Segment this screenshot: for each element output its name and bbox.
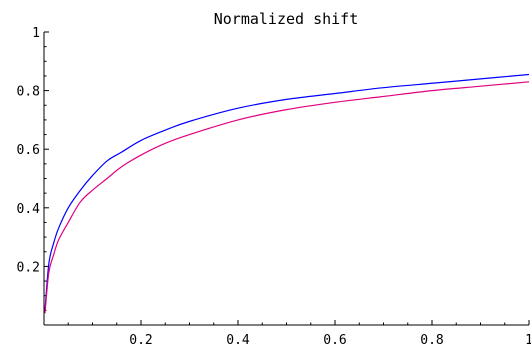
x-tick-label: 1	[525, 333, 531, 348]
chart-title: Normalized shift	[214, 10, 359, 28]
x-tick-label: 0.8	[420, 333, 443, 348]
series-line-1	[44, 73, 530, 311]
y-tick-label: 0.2	[17, 260, 40, 275]
x-tick-label: 0.2	[129, 333, 152, 348]
y-tick-label: 0.8	[17, 85, 40, 100]
y-tick-label: 0.4	[17, 202, 41, 217]
series-line-2	[44, 81, 530, 314]
y-tick-label: 0.6	[17, 143, 40, 158]
series-group	[44, 73, 530, 314]
y-tick-label: 1	[32, 26, 40, 41]
x-tick-label: 0.4	[226, 333, 250, 348]
axis-ticks: 0.2 0.4 0.6 0.8 1 0.2 0.4 0.6 0.8 1	[17, 26, 531, 348]
x-tick-label: 0.6	[323, 333, 346, 348]
